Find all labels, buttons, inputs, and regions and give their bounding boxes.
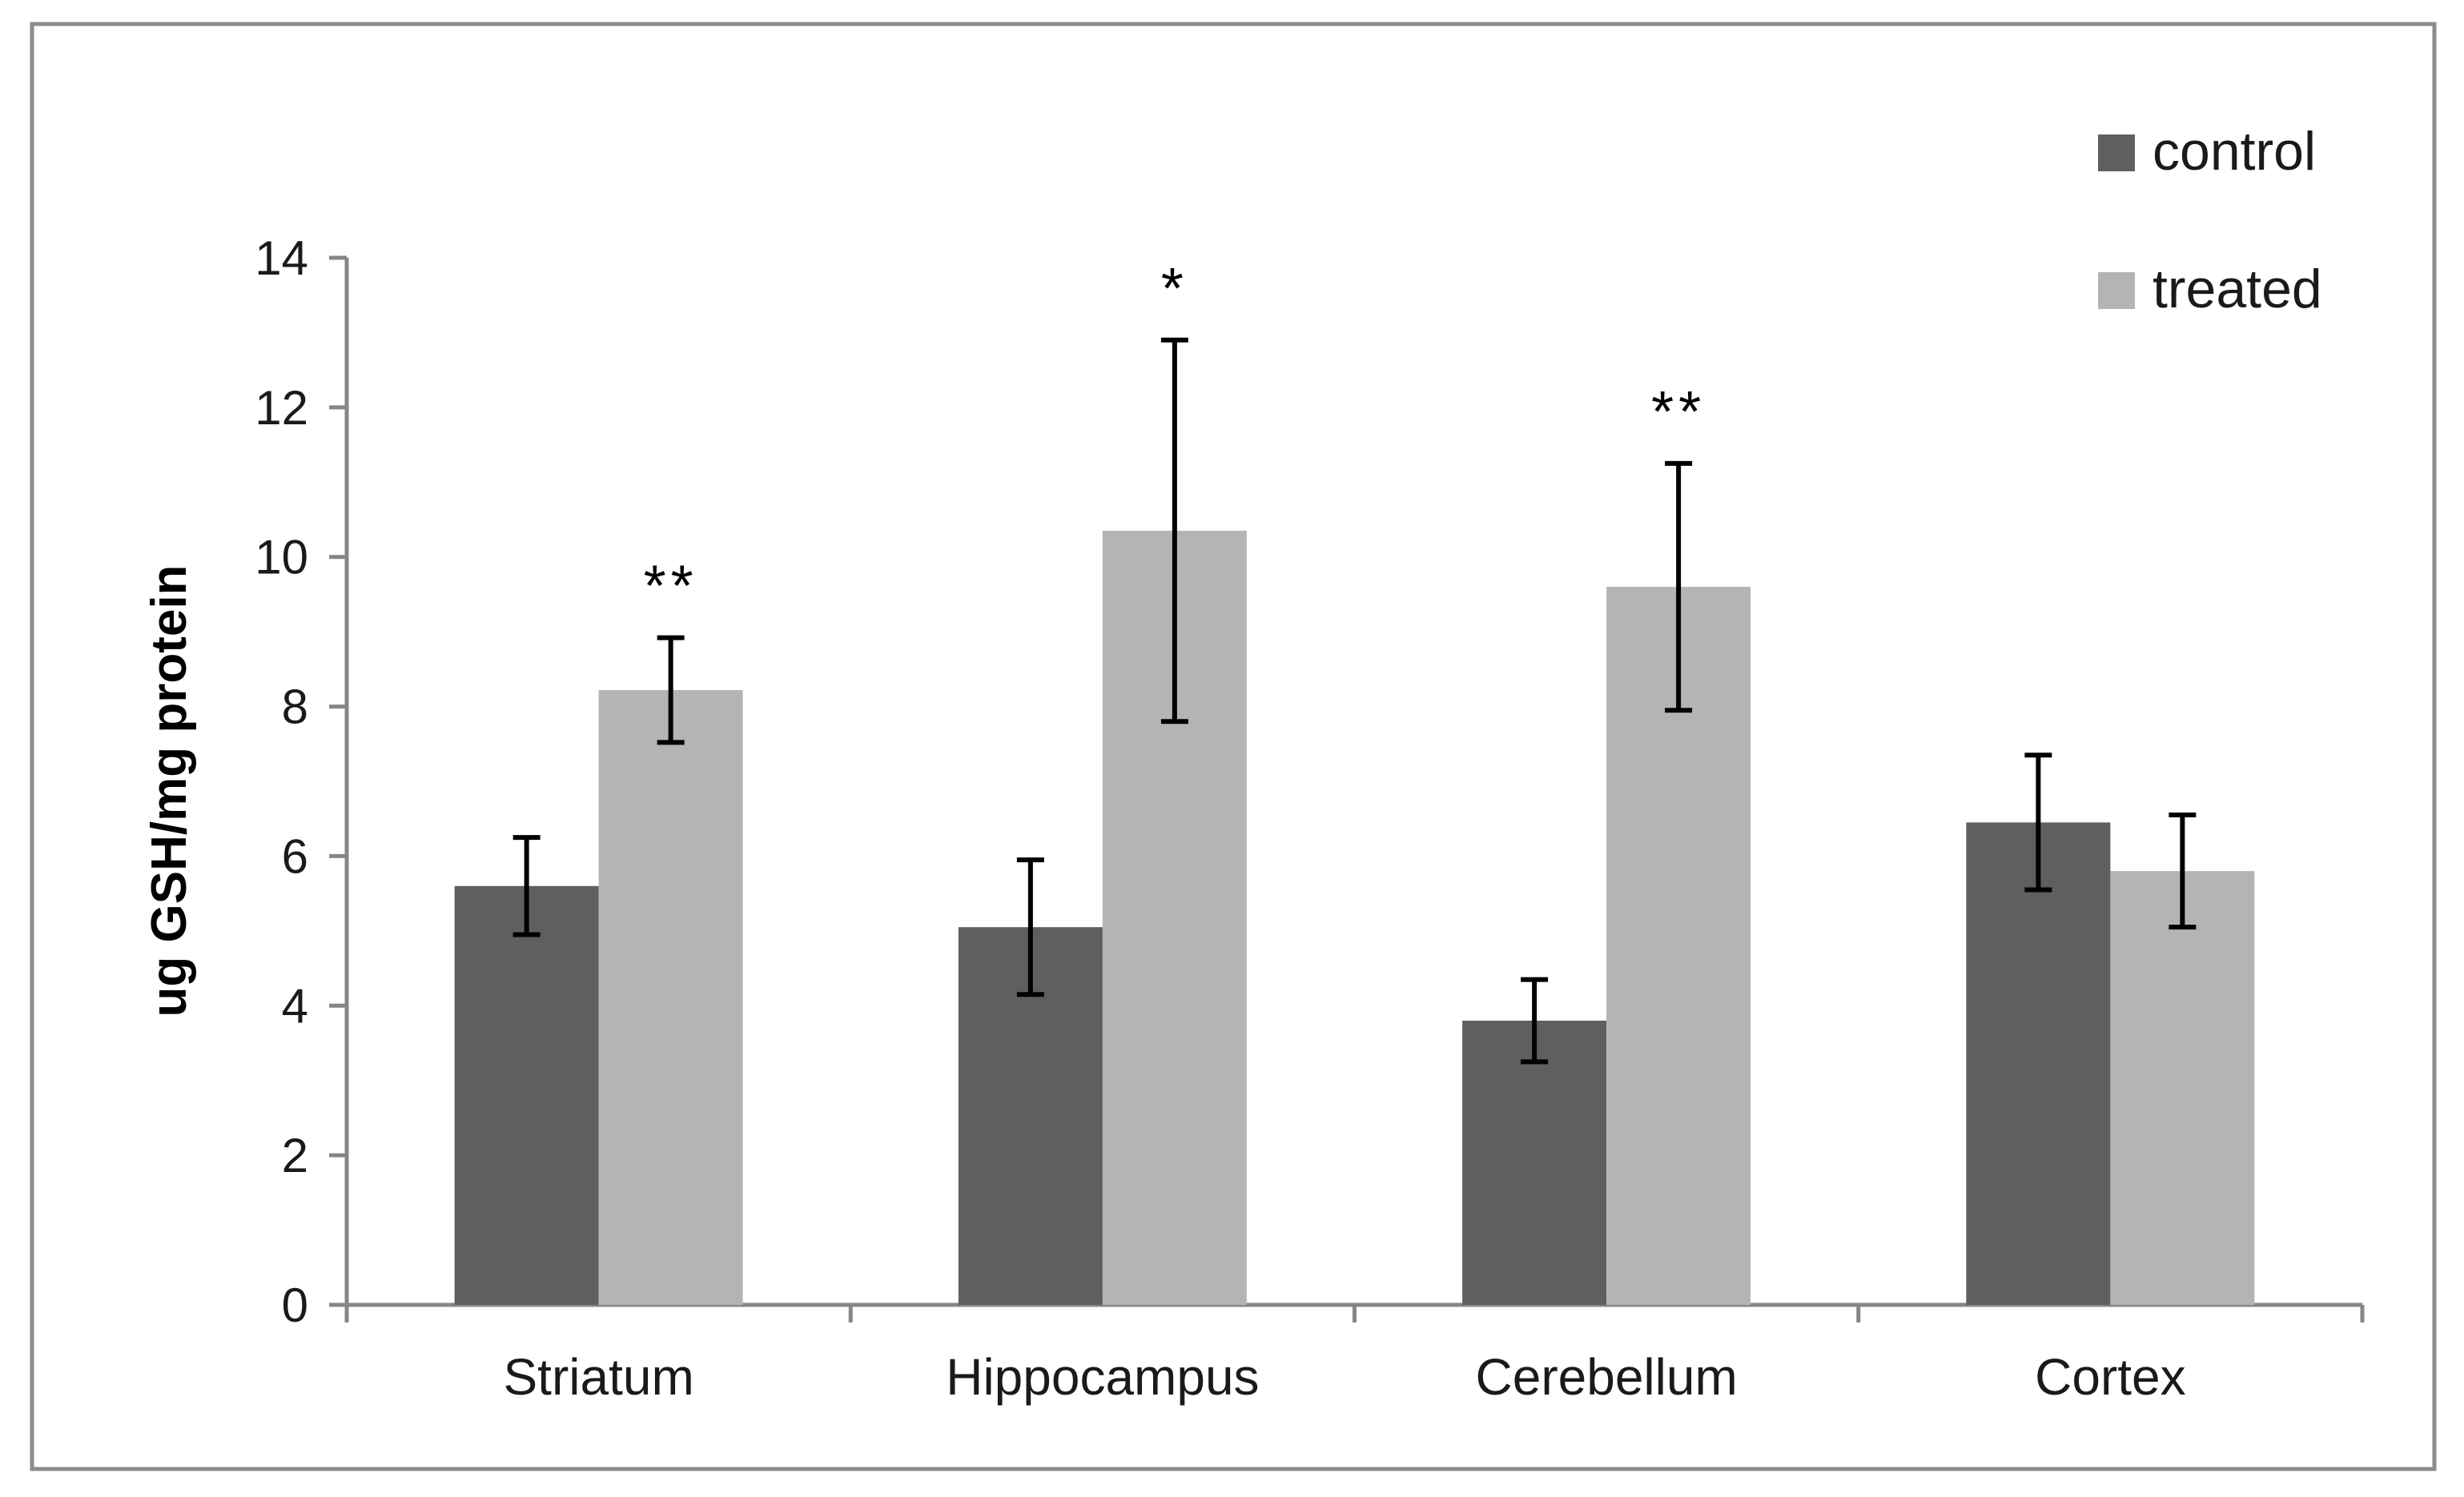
y-tick-label: 2 bbox=[282, 1129, 308, 1182]
y-tick-label: 8 bbox=[282, 680, 308, 734]
significance-marker: ** bbox=[1651, 380, 1706, 444]
legend-swatch-control bbox=[2098, 134, 2135, 171]
significance-markers: ***** bbox=[644, 257, 1706, 619]
x-tick-label: Striatum bbox=[503, 1348, 693, 1406]
bar-control bbox=[454, 885, 599, 1305]
error-bars bbox=[512, 337, 2197, 1065]
y-tick-label: 6 bbox=[282, 829, 308, 883]
y-tick-label: 12 bbox=[255, 381, 308, 435]
y-tick-label: 10 bbox=[255, 531, 308, 584]
legend-label-treated: treated bbox=[2152, 259, 2322, 319]
x-tick-label: Cerebellum bbox=[1476, 1348, 1738, 1406]
x-tick-label: Cortex bbox=[2035, 1348, 2186, 1406]
y-tick-label: 14 bbox=[255, 231, 308, 285]
y-tick-label: 4 bbox=[282, 979, 308, 1033]
y-axis-label: ug GSH/mg protein bbox=[142, 565, 197, 1017]
significance-marker: * bbox=[1161, 257, 1188, 321]
bar-control bbox=[1462, 1020, 1607, 1305]
y-axis: 0 2 4 6 8 10 12 14 bbox=[255, 231, 349, 1332]
significance-marker: ** bbox=[644, 555, 698, 619]
bar-control bbox=[1966, 822, 2111, 1305]
legend: control treated bbox=[2098, 121, 2322, 319]
legend-label-control: control bbox=[2152, 121, 2316, 182]
legend-swatch-treated bbox=[2098, 272, 2135, 309]
x-tick-label: Hippocampus bbox=[946, 1348, 1259, 1406]
bar-treated bbox=[598, 690, 743, 1305]
y-tick-label: 0 bbox=[282, 1278, 308, 1332]
bar-treated bbox=[2110, 871, 2255, 1305]
